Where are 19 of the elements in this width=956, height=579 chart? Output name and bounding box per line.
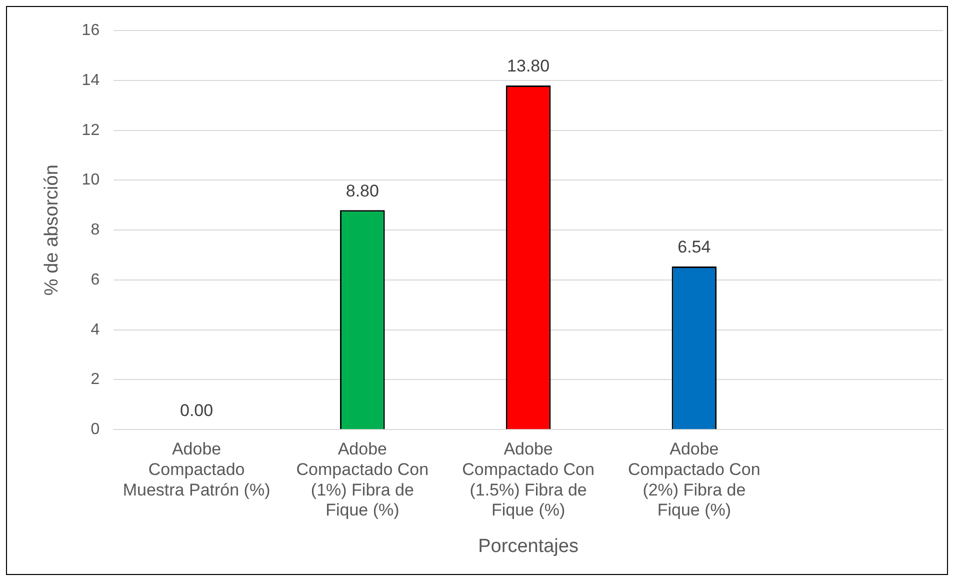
y-tick-label: 0 <box>90 421 100 438</box>
y-tick-label: 14 <box>82 72 100 89</box>
y-tick-label: 8 <box>90 222 100 239</box>
x-tick-label: Adobe Compactado Con (2%) Fibra de Fique (%) <box>628 439 760 520</box>
y-tick-label: 4 <box>90 321 100 338</box>
y-tick-label: 16 <box>82 22 100 40</box>
y-tick-label: 6 <box>90 271 100 288</box>
y-tick-label: 2 <box>90 371 100 388</box>
data-label: 13.80 <box>507 56 550 76</box>
y-tick-label: 10 <box>82 172 100 189</box>
data-label: 6.54 <box>678 238 711 257</box>
data-label: 0.00 <box>180 400 214 420</box>
data-label: 8.80 <box>346 181 379 200</box>
x-tick-label: Adobe Compactado Con (1.5%) Fibra de Fique (%) <box>462 439 594 520</box>
y-axis-title: % de absorción <box>42 164 63 296</box>
x-tick-label: Adobe Compactado Con (1%) Fibra de Fique (%) <box>296 439 429 520</box>
x-axis-title: Porcentajes <box>478 536 578 557</box>
y-tick-label: 12 <box>82 122 100 139</box>
x-tick-label: Adobe Compactado Muestra Patrón (%) <box>122 439 270 500</box>
